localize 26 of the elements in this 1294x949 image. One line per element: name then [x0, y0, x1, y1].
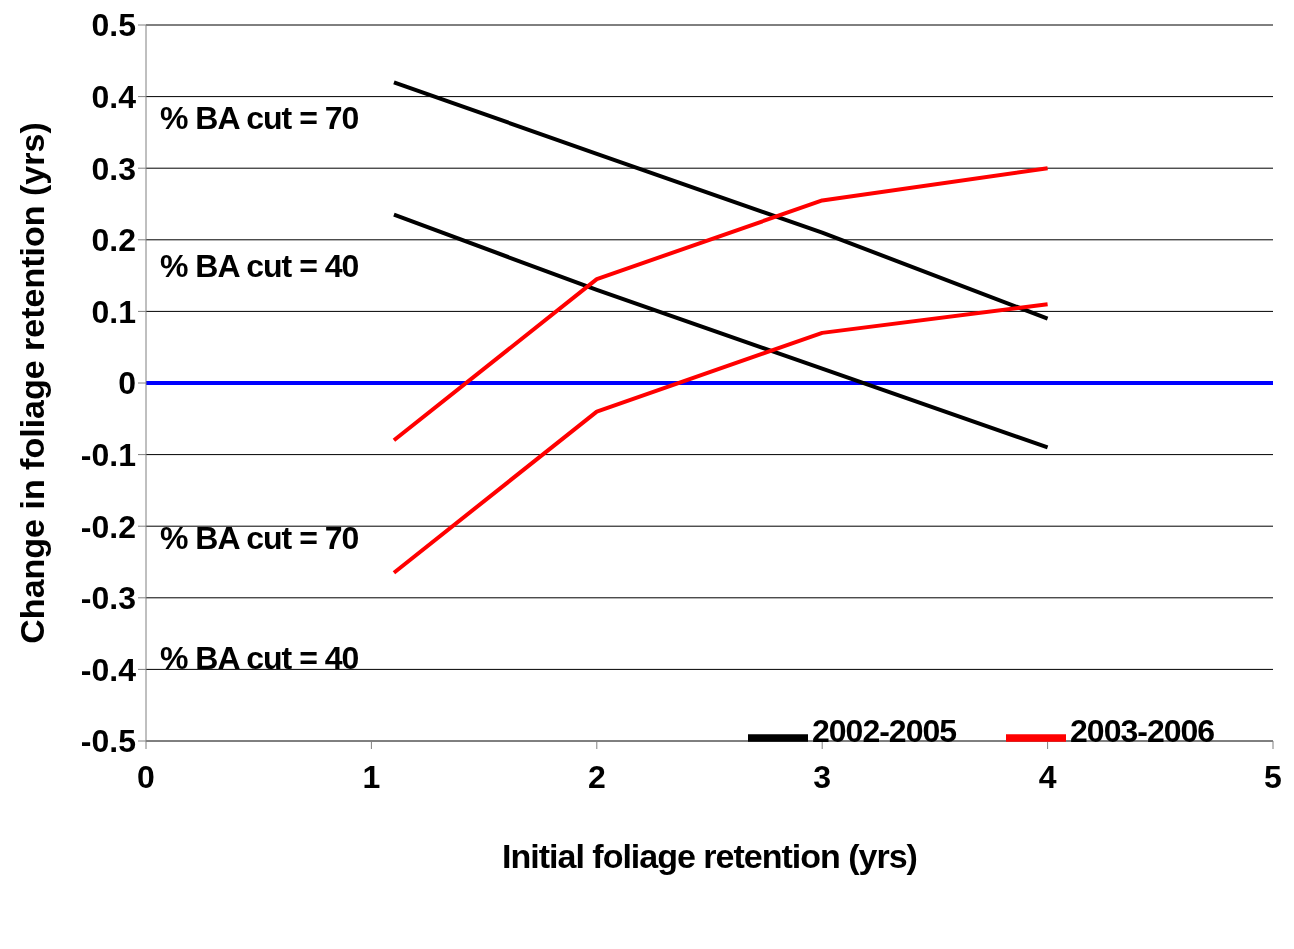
y-tick-label: 0.2: [91, 222, 136, 259]
legend-label: 2003-2006: [1070, 713, 1215, 750]
y-tick-label: -0.5: [80, 723, 136, 760]
x-tick-label: 2: [587, 758, 606, 795]
y-tick-label: 0: [118, 365, 136, 402]
x-tick-label: 5: [1264, 758, 1282, 795]
line-series: [391, 166, 1050, 443]
x-tick-label: 1: [362, 758, 381, 795]
y-tick-label: 0.3: [91, 150, 136, 187]
y-tick-label: 0.1: [91, 293, 136, 330]
y-tick-label: -0.2: [80, 508, 136, 545]
x-axis-title: Initial foliage retention (yrs): [502, 837, 917, 875]
y-tick-label: 0.4: [91, 78, 137, 115]
y-axis-title: Change in foliage retention (yrs): [13, 122, 52, 644]
x-tick-label: 4: [1038, 758, 1057, 795]
x-tick-label: 3: [813, 758, 832, 795]
y-tick-label: -0.4: [80, 651, 137, 688]
y-tick-label: 0.5: [91, 7, 136, 44]
y-tick-label: -0.1: [80, 436, 136, 473]
annotation: % BA cut = 70: [160, 100, 359, 137]
line-series: [391, 302, 1050, 575]
annotation: % BA cut = 40: [160, 248, 359, 285]
legend-label: 2002-2005: [812, 713, 957, 750]
y-tick-label: -0.3: [80, 580, 136, 617]
annotation: % BA cut = 70: [160, 520, 359, 557]
annotation: % BA cut = 40: [160, 640, 359, 677]
